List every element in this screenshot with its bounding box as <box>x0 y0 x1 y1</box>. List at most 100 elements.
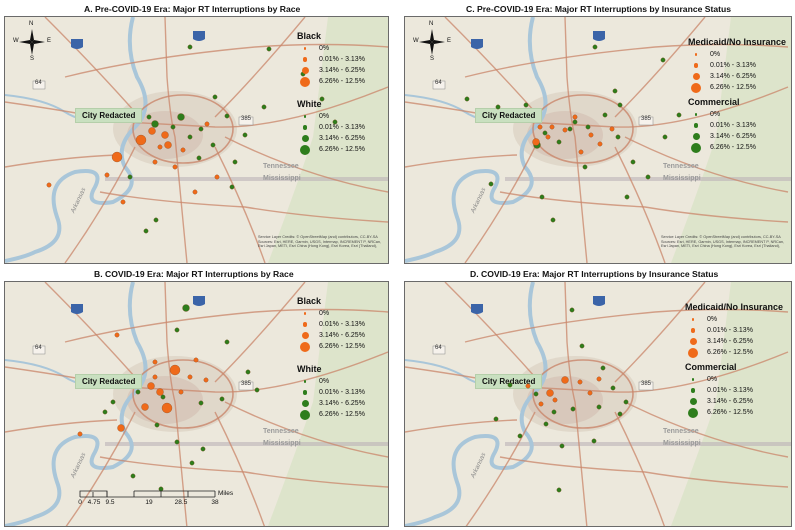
green-data-point[interactable] <box>332 119 338 125</box>
green-data-point[interactable] <box>662 134 668 140</box>
green-data-point[interactable] <box>591 438 597 444</box>
orange-data-point[interactable] <box>193 357 199 363</box>
green-data-point[interactable] <box>110 399 116 405</box>
orange-data-point[interactable] <box>552 397 558 403</box>
green-data-point[interactable] <box>174 327 180 333</box>
green-data-point[interactable] <box>567 126 573 132</box>
green-data-point[interactable] <box>676 112 682 118</box>
green-data-point[interactable] <box>153 217 159 223</box>
green-data-point[interactable] <box>143 228 149 234</box>
green-data-point[interactable] <box>572 119 578 125</box>
green-data-point[interactable] <box>517 433 523 439</box>
green-data-point[interactable] <box>507 382 513 388</box>
orange-data-point[interactable] <box>141 403 149 411</box>
green-data-point[interactable] <box>630 159 636 165</box>
green-data-point[interactable] <box>570 406 576 412</box>
orange-data-point[interactable] <box>546 389 554 397</box>
orange-data-point[interactable] <box>169 364 181 376</box>
green-data-point[interactable] <box>200 446 206 452</box>
orange-data-point[interactable] <box>135 134 147 146</box>
green-data-point[interactable] <box>189 460 195 466</box>
orange-data-point[interactable] <box>561 376 569 384</box>
orange-data-point[interactable] <box>147 382 155 390</box>
map-panel-d[interactable]: 64 385 Tennessee Mississippi Arkansas City Re… <box>404 281 792 527</box>
orange-data-point[interactable] <box>192 189 198 195</box>
green-data-point[interactable] <box>229 184 235 190</box>
green-data-point[interactable] <box>219 396 225 402</box>
orange-data-point[interactable] <box>180 147 186 153</box>
green-data-point[interactable] <box>261 104 267 110</box>
orange-data-point[interactable] <box>152 359 158 365</box>
green-data-point[interactable] <box>232 159 238 165</box>
green-data-point[interactable] <box>198 126 204 132</box>
orange-data-point[interactable] <box>609 126 615 132</box>
green-data-point[interactable] <box>624 194 630 200</box>
green-data-point[interactable] <box>488 181 494 187</box>
green-data-point[interactable] <box>617 102 623 108</box>
green-data-point[interactable] <box>127 174 133 180</box>
green-data-point[interactable] <box>187 134 193 140</box>
orange-data-point[interactable] <box>596 376 602 382</box>
green-data-point[interactable] <box>569 307 575 313</box>
green-data-point[interactable] <box>539 194 545 200</box>
orange-data-point[interactable] <box>148 127 156 135</box>
orange-data-point[interactable] <box>588 132 594 138</box>
orange-data-point[interactable] <box>545 134 551 140</box>
green-data-point[interactable] <box>154 422 160 428</box>
green-data-point[interactable] <box>187 44 193 50</box>
green-data-point[interactable] <box>559 443 565 449</box>
green-data-point[interactable] <box>146 114 152 120</box>
green-data-point[interactable] <box>556 487 562 493</box>
green-data-point[interactable] <box>198 400 204 406</box>
green-data-point[interactable] <box>224 339 230 345</box>
orange-data-point[interactable] <box>117 424 125 432</box>
orange-data-point[interactable] <box>562 127 568 133</box>
orange-data-point[interactable] <box>538 401 544 407</box>
green-data-point[interactable] <box>579 343 585 349</box>
green-data-point[interactable] <box>319 96 325 102</box>
orange-data-point[interactable] <box>525 383 531 389</box>
orange-data-point[interactable] <box>204 121 210 127</box>
green-data-point[interactable] <box>615 134 621 140</box>
green-data-point[interactable] <box>596 404 602 410</box>
orange-data-point[interactable] <box>587 390 593 396</box>
orange-data-point[interactable] <box>164 141 172 149</box>
green-data-point[interactable] <box>551 409 557 415</box>
green-data-point[interactable] <box>174 439 180 445</box>
green-data-point[interactable] <box>182 304 190 312</box>
map-panel-b[interactable]: 64 385 Tennessee Mississippi Arkansas City Re… <box>4 281 389 527</box>
green-data-point[interactable] <box>224 113 230 119</box>
green-data-point[interactable] <box>151 120 159 128</box>
orange-data-point[interactable] <box>104 172 110 178</box>
green-data-point[interactable] <box>645 174 651 180</box>
green-data-point[interactable] <box>170 124 176 130</box>
orange-data-point[interactable] <box>172 164 178 170</box>
orange-data-point[interactable] <box>597 141 603 147</box>
green-data-point[interactable] <box>623 399 629 405</box>
green-data-point[interactable] <box>196 155 202 161</box>
orange-data-point[interactable] <box>577 379 583 385</box>
map-panel-a[interactable]: 64 385 Tennessee Mississippi Arkansas City Re… <box>4 16 389 264</box>
green-data-point[interactable] <box>617 411 623 417</box>
green-data-point[interactable] <box>254 387 260 393</box>
orange-data-point[interactable] <box>46 182 52 188</box>
orange-data-point[interactable] <box>152 159 158 165</box>
green-data-point[interactable] <box>600 365 606 371</box>
green-data-point[interactable] <box>660 57 666 63</box>
orange-data-point[interactable] <box>178 389 184 395</box>
orange-data-point[interactable] <box>161 402 173 414</box>
green-data-point[interactable] <box>245 369 251 375</box>
orange-data-point[interactable] <box>203 377 209 383</box>
green-data-point[interactable] <box>533 391 539 397</box>
orange-data-point[interactable] <box>578 149 584 155</box>
orange-data-point[interactable] <box>537 124 543 130</box>
green-data-point[interactable] <box>242 132 248 138</box>
orange-data-point[interactable] <box>114 332 120 338</box>
green-data-point[interactable] <box>592 44 598 50</box>
orange-data-point[interactable] <box>157 144 163 150</box>
green-data-point[interactable] <box>602 112 608 118</box>
orange-data-point[interactable] <box>77 431 83 437</box>
green-data-point[interactable] <box>542 130 548 136</box>
orange-data-point[interactable] <box>187 374 193 380</box>
orange-data-point[interactable] <box>214 174 220 180</box>
